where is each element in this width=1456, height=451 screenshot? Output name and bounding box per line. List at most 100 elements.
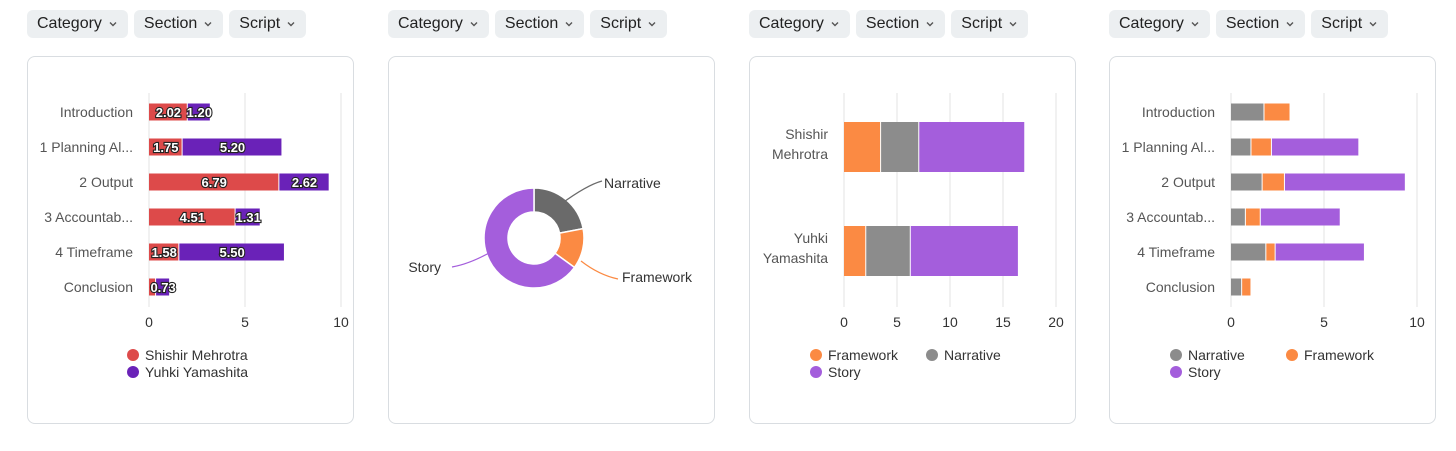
bar-shishir-mehrotra [149,208,235,226]
chevron-down-icon [204,22,212,27]
category-label: Introduction [1142,104,1215,120]
data-label: 0.73 [150,280,175,295]
bar-shishir-mehrotra [149,103,187,121]
bar-shishir-mehrotra [149,138,182,156]
script-filter-label: Script [600,15,642,32]
script-filter-button[interactable]: Script [951,10,1029,38]
leader-line [580,260,619,280]
x-tick-label: 5 [241,314,249,330]
slice-narrative [533,187,584,235]
bar-framework [1264,103,1290,121]
x-tick-label: 10 [1409,314,1425,330]
category-label: 4 Timeframe [1137,244,1215,260]
legend-swatch [926,349,938,361]
bar-shishir-mehrotra [149,278,156,296]
x-tick-label: 0 [840,314,848,330]
legend-swatch [810,349,822,361]
x-tick-label: 5 [1320,314,1328,330]
x-tick-label: 15 [995,314,1011,330]
x-tick-label: 10 [333,314,349,330]
filter-bar: Category Section Script [388,10,668,38]
slice-label: Story [408,259,441,275]
chart-card: 0 5 10 15 20 Shishir Mehrotra Yuhki Yamashita Fra… [749,56,1076,424]
legend-label: Narrative [1188,347,1245,363]
category-label: Conclusion [64,279,133,295]
category-filter-button[interactable]: Category [1109,10,1210,38]
category-filter-label: Category [37,15,102,32]
category-filter-label: Category [398,15,463,32]
data-label: 5.20 [220,140,245,155]
chart-panel-2: Category Section Script Narrative Framewo… [388,0,748,451]
slice-label: Framework [622,269,693,285]
slice-label: Narrative [604,175,661,191]
script-filter-button[interactable]: Script [590,10,668,38]
chevron-down-icon [1369,22,1377,27]
bar-framework [844,122,881,172]
bar-story [1260,208,1340,226]
chart-panel-4: Category Section Script 0 5 10 Introduction… [1109,0,1456,451]
category-filter-button[interactable]: Category [27,10,128,38]
chart-card: 0 5 10 Introduction 1 Planning Al... 2 Output… [1109,56,1436,424]
bar-shishir-mehrotra [149,243,179,261]
category-label: 4 Timeframe [55,244,133,260]
category-label: 3 Accountab... [44,209,133,225]
chart-card: 0 5 10 Introduction 2.02 1.20 1 Planning Al...… [27,56,354,424]
category-filter-button[interactable]: Category [749,10,850,38]
data-label: 2.62 [292,175,317,190]
bar-yuhki-yamashita [182,138,282,156]
bar-story [1275,243,1364,261]
bar-framework [844,226,866,276]
chevron-down-icon [648,22,656,27]
section-category-bar-chart: 0 5 10 Introduction 1 Planning Al... 2 Output… [1122,93,1425,380]
leader-line [451,252,490,268]
script-filter-button[interactable]: Script [1311,10,1389,38]
bar-framework [1262,173,1284,191]
legend-label: Shishir Mehrotra [145,347,248,363]
bar-narrative [1231,278,1242,296]
chart-card: Narrative Framework Story [388,56,715,424]
script-filter-label: Script [961,15,1003,32]
bar-shishir-mehrotra [149,173,279,191]
slice-story [483,187,576,289]
speaker-section-bar-chart: 0 5 10 Introduction 2.02 1.20 1 Planning Al...… [40,93,349,380]
chevron-down-icon [831,22,839,27]
bar-narrative [881,122,919,172]
category-donut-chart: Narrative Framework Story [408,175,693,289]
script-filter-button[interactable]: Script [229,10,307,38]
chart-panel-1: Category Section Script 0 5 10 Introduction… [27,0,387,451]
chevron-down-icon [109,22,117,27]
data-label: 1.31 [236,210,261,225]
section-filter-button[interactable]: Section [494,10,585,38]
legend-label: Yuhki Yamashita [145,364,248,380]
category-label: Shishir [785,126,828,142]
category-label: Conclusion [1146,279,1215,295]
bar-framework [1251,138,1271,156]
category-filter-label: Category [759,15,824,32]
bar-narrative [1231,173,1262,191]
speaker-category-bar-chart: 0 5 10 15 20 Shishir Mehrotra Yuhki Yamashita Fra… [763,93,1064,380]
x-tick-label: 20 [1048,314,1064,330]
legend-swatch [1286,349,1298,361]
bar-yuhki-yamashita [187,103,210,121]
script-filter-label: Script [239,15,281,32]
section-filter-button[interactable]: Section [855,10,946,38]
data-label: 1.58 [152,245,177,260]
section-filter-button[interactable]: Section [1215,10,1306,38]
category-label: 3 Accountab... [1126,209,1215,225]
section-filter-label: Section [504,15,559,32]
data-label: 6.79 [202,175,227,190]
category-label: Yamashita [763,250,828,266]
leader-line [560,180,603,205]
data-label: 1.75 [153,140,178,155]
data-label: 5.50 [219,245,244,260]
bar-narrative [1231,103,1264,121]
bar-yuhki-yamashita [235,208,260,226]
category-filter-button[interactable]: Category [388,10,489,38]
chevron-down-icon [1009,22,1017,27]
section-filter-label: Section [1225,15,1280,32]
section-filter-button[interactable]: Section [133,10,224,38]
legend-label: Story [828,364,861,380]
filter-bar: Category Section Script [27,10,307,38]
script-filter-label: Script [1321,15,1363,32]
chevron-down-icon [1286,22,1294,27]
